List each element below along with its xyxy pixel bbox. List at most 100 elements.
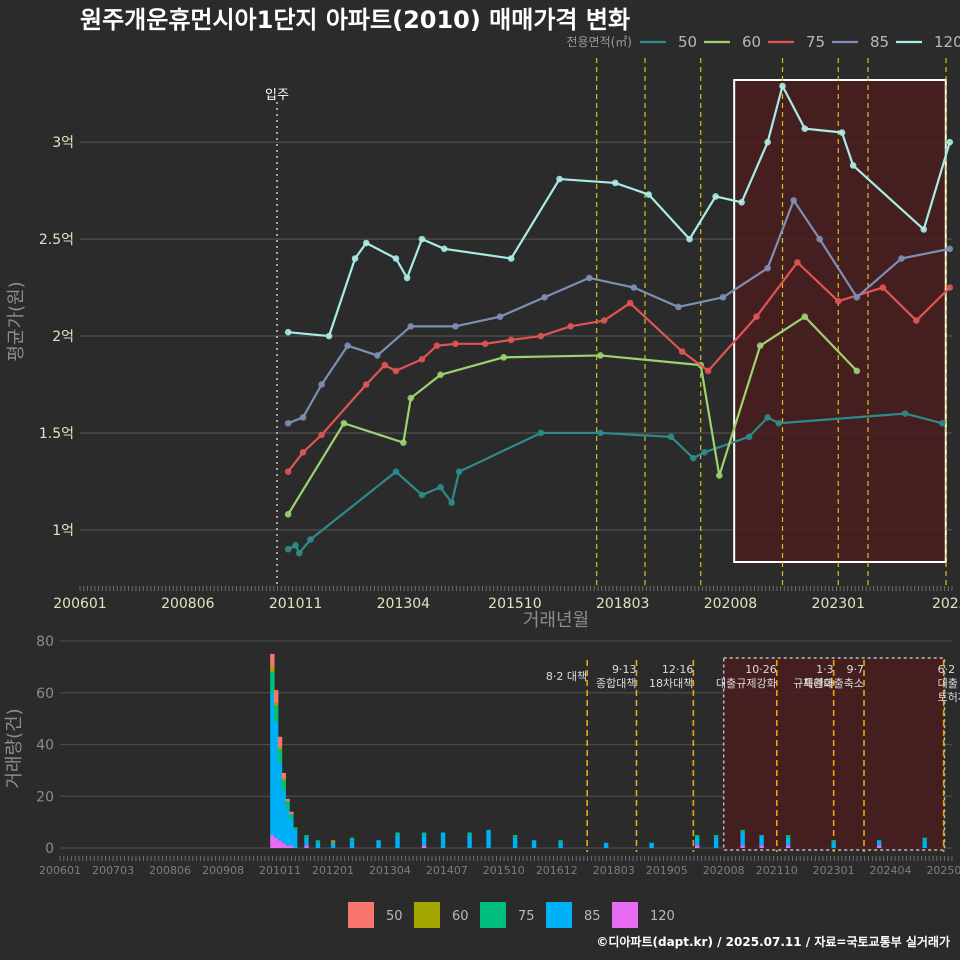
bottom-legend-label-75: 75: [518, 909, 535, 924]
bottom-xtick-label-9: 201612: [536, 864, 578, 877]
bottom-xtick-label-16: 202507: [926, 864, 960, 877]
bottom-xtick-label-14: 202301: [813, 864, 855, 877]
bottom-legend-key-75: [480, 902, 506, 928]
series-75-point-22: [946, 284, 954, 291]
bar-2011-06-120: [304, 845, 309, 848]
series-120-point-2: [351, 255, 359, 262]
series-120-point-5: [403, 274, 411, 282]
bar-2014-01-85: [421, 835, 427, 846]
bottom-xtick-label-4: 201011: [259, 864, 301, 877]
bar-2010-11-60: [277, 747, 283, 750]
bottom-xtick-label-0: 200601: [39, 864, 81, 877]
series-50-point-5: [418, 491, 426, 499]
series-85-point-1: [299, 414, 307, 421]
series-120-point-13: [712, 193, 719, 200]
top-xtick-label-4: 201510: [488, 596, 541, 612]
series-120-point-11: [645, 191, 652, 198]
series-120-point-16: [779, 82, 786, 90]
series-50-point-14: [745, 433, 753, 441]
bar-2020-01-85: [694, 837, 700, 846]
bar-2014-01-120: [421, 845, 427, 848]
series-60-point-9: [756, 342, 764, 350]
top-xtick-label-8: 2025: [932, 596, 960, 612]
series-75-point-12: [567, 323, 574, 330]
series-50-point-11: [667, 433, 675, 441]
bar-2016-01-85: [512, 837, 518, 848]
bar-2021-01-75: [740, 829, 745, 833]
bottom-ytick-label-3: 60: [36, 686, 54, 702]
series-50-point-2: [296, 549, 303, 557]
bar-2023-01-75: [831, 840, 836, 843]
series-75-point-21: [913, 317, 920, 324]
series-120-point-7: [440, 245, 448, 253]
bar-2015-01-85: [467, 835, 472, 848]
bottom-xtick-label-12: 202008: [703, 864, 745, 877]
bottom-xtick-label-15: 202404: [870, 864, 912, 877]
bar-2010-12-85: [281, 791, 286, 843]
credit-text: ©디아파트(dapt.kr) / 2025.07.11 / 자료=국토교통부 실…: [596, 934, 950, 949]
series-120-point-15: [764, 138, 771, 146]
bar-2011-06-75: [304, 835, 309, 838]
series-75-point-13: [600, 317, 608, 324]
series-60-point-0: [284, 511, 292, 518]
series-85-point-0: [284, 419, 292, 427]
bar-2017-01-75: [558, 840, 563, 843]
bar-2010-10-85: [273, 721, 279, 838]
top-xtick-label-0: 200601: [53, 596, 106, 612]
bar-2021-06-120: [759, 845, 764, 848]
bottom-event-2-label-1: 18차대책: [649, 677, 693, 690]
bottom-xtick-label-1: 200703: [92, 864, 134, 877]
bar-2012-01-85: [330, 842, 336, 848]
bottom-ytick-label-4: 80: [36, 634, 54, 650]
top-ytick-label-0: 1억: [52, 523, 74, 539]
series-75-point-17: [753, 313, 760, 320]
bar-2010-10-120: [273, 837, 279, 848]
legend-label-85: 85: [870, 33, 889, 51]
series-85-point-7: [496, 313, 504, 320]
series-85-point-18: [946, 245, 954, 253]
series-50-point-9: [537, 429, 545, 437]
bar-2010-12-75: [281, 780, 286, 792]
legend-label-50: 50: [678, 33, 697, 51]
series-85-point-5: [407, 323, 415, 330]
bar-2013-06-75: [395, 832, 400, 836]
series-75-point-5: [392, 367, 400, 375]
bar-2011-03-75: [292, 827, 298, 830]
bottom-legend-label-50: 50: [386, 909, 403, 924]
series-85-point-12: [719, 293, 727, 301]
series-120-point-20: [920, 226, 928, 233]
series-line-120: [288, 84, 951, 338]
bottom-xtick-label-13: 202110: [756, 864, 798, 877]
bar-2010-10-50: [273, 690, 279, 704]
series-120-point-21: [946, 138, 954, 146]
series-50-point-10: [597, 429, 604, 437]
bar-2020-06-85: [713, 837, 719, 848]
bottom-event-0-label-0: 8·2 대책: [546, 670, 587, 683]
bar-2022-01-85: [785, 837, 791, 846]
bar-2020-06-75: [713, 835, 719, 838]
series-120-point-19: [849, 162, 857, 169]
series-75-point-0: [284, 468, 292, 476]
bottom-y-axis-title: 거래량(건): [4, 708, 25, 788]
bottom-legend-key-85: [546, 902, 572, 928]
bar-2011-01-85: [285, 809, 290, 846]
series-50-point-8: [455, 468, 463, 476]
bar-2010-09-75: [270, 672, 275, 693]
series-50-point-17: [901, 410, 909, 417]
series-75-point-14: [626, 299, 634, 307]
top-series-layer: [284, 82, 954, 557]
series-75-point-16: [704, 367, 712, 375]
series-120-point-12: [686, 235, 693, 243]
bar-2020-01-120: [694, 845, 700, 848]
bar-2025-01-85: [922, 840, 927, 848]
series-50-point-15: [764, 414, 771, 421]
bar-2011-01-75: [285, 801, 290, 810]
bar-2013-06-85: [395, 835, 400, 848]
series-85-point-13: [764, 264, 771, 272]
bottom-event-4-label-0: 1·3: [816, 663, 834, 676]
series-60-point-10: [801, 313, 809, 320]
bar-2020-01-75: [694, 835, 700, 838]
top-ytick-label-1: 1.5억: [39, 426, 74, 442]
bottom-xtick-label-5: 201201: [312, 864, 354, 877]
